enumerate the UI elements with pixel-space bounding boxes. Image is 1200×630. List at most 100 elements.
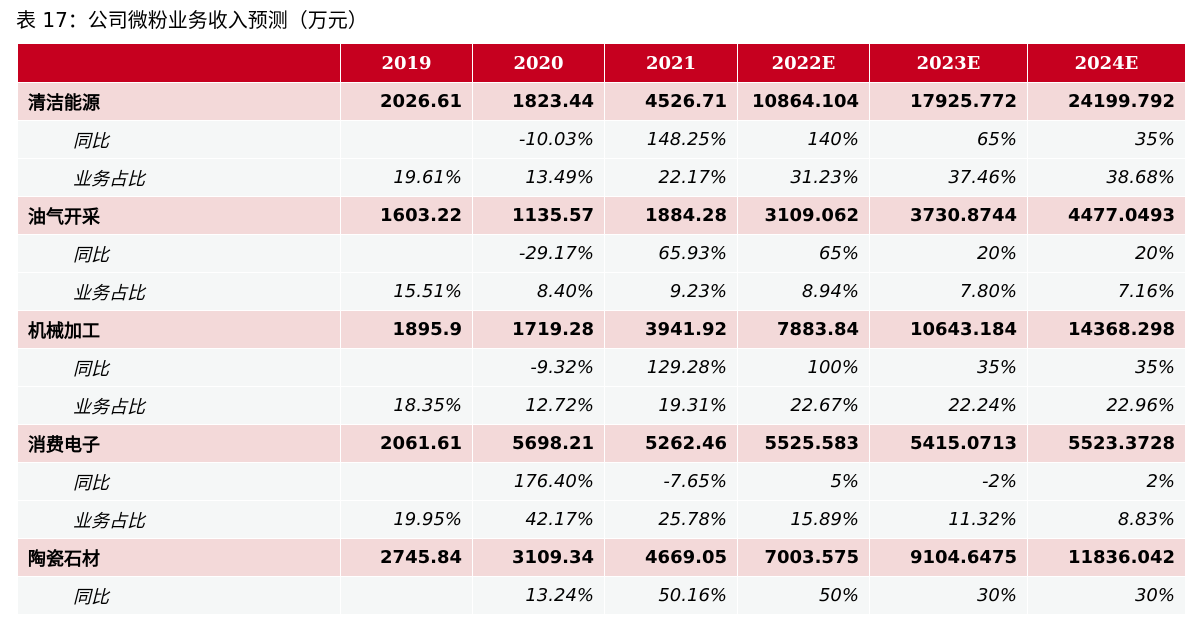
table-cell: 24199.792 — [1027, 82, 1186, 121]
table-cell: 13.24% — [472, 576, 605, 615]
table-cell: 12.72% — [472, 386, 605, 425]
table-row: 业务占比 19.61% 13.49% 22.17% 31.23% 37.46% 38.68% — [17, 158, 1186, 197]
row-label: 油气开采 — [17, 196, 341, 235]
table-row: 业务占比 19.95% 42.17% 25.78% 15.89% 11.32% 8.83% — [17, 500, 1186, 539]
table-cell: 11.32% — [869, 500, 1028, 539]
table-header-row: 2019 2020 2021 2022E 2023E 2024E — [17, 44, 1186, 83]
table-title: 表 17：公司微粉业务收入预测（万元） — [16, 8, 368, 32]
table-cell: 10864.104 — [737, 82, 870, 121]
table-cell: 1884.28 — [604, 196, 738, 235]
table-cell: 15.89% — [737, 500, 870, 539]
table-cell: 19.95% — [340, 500, 473, 539]
table-cell: 8.83% — [1027, 500, 1186, 539]
table-cell: 10643.184 — [869, 310, 1028, 349]
table-cell: 31.23% — [737, 158, 870, 197]
table-cell: 1719.28 — [472, 310, 605, 349]
table-cell: 5698.21 — [472, 424, 605, 463]
table-cell: 176.40% — [472, 462, 605, 501]
table-cell: 15.51% — [340, 272, 473, 311]
table-cell: 5523.3728 — [1027, 424, 1186, 463]
table-cell: 148.25% — [604, 120, 738, 159]
row-label: 业务占比 — [17, 386, 341, 425]
table-cell — [340, 576, 473, 615]
table-cell: 1823.44 — [472, 82, 605, 121]
header-cell-2020: 2020 — [472, 44, 605, 83]
table-cell: 19.31% — [604, 386, 738, 425]
table-cell — [340, 120, 473, 159]
header-cell-label — [17, 44, 341, 83]
table-cell: 38.68% — [1027, 158, 1186, 197]
table-row: 油气开采 1603.22 1135.57 1884.28 3109.062 3730.87… — [17, 196, 1186, 235]
table-cell: -7.65% — [604, 462, 738, 501]
table-cell: 4526.71 — [604, 82, 738, 121]
table-cell: 140% — [737, 120, 870, 159]
table-cell: 7.80% — [869, 272, 1028, 311]
table-cell: 2% — [1027, 462, 1186, 501]
table-cell: 3109.34 — [472, 538, 605, 577]
table-cell: 9104.6475 — [869, 538, 1028, 577]
row-label: 清洁能源 — [17, 82, 341, 121]
table-cell: 25.78% — [604, 500, 738, 539]
row-label: 同比 — [17, 576, 341, 615]
table-cell: 129.28% — [604, 348, 738, 387]
header-cell-2019: 2019 — [340, 44, 473, 83]
table-row: 同比 -9.32% 129.28% 100% 35% 35% — [17, 348, 1186, 387]
table-row: 业务占比 15.51% 8.40% 9.23% 8.94% 7.80% 7.16% — [17, 272, 1186, 311]
table-cell: 19.61% — [340, 158, 473, 197]
table-cell — [340, 348, 473, 387]
table-cell: 30% — [1027, 576, 1186, 615]
row-label: 同比 — [17, 348, 341, 387]
table-cell: 30% — [869, 576, 1028, 615]
table-cell: 22.67% — [737, 386, 870, 425]
table-row: 同比 13.24% 50.16% 50% 30% 30% — [17, 576, 1186, 615]
header-cell-2021: 2021 — [604, 44, 738, 83]
row-label: 机械加工 — [17, 310, 341, 349]
table-cell: 65% — [869, 120, 1028, 159]
table-cell: 3730.8744 — [869, 196, 1028, 235]
header-cell-2024e: 2024E — [1027, 44, 1186, 83]
table-cell: 4669.05 — [604, 538, 738, 577]
table-row: 同比 176.40% -7.65% 5% -2% 2% — [17, 462, 1186, 501]
row-label: 业务占比 — [17, 158, 341, 197]
table-cell: 5415.0713 — [869, 424, 1028, 463]
table-row: 清洁能源 2026.61 1823.44 4526.71 10864.104 17925.… — [17, 82, 1186, 121]
table-cell: 1603.22 — [340, 196, 473, 235]
table-cell: 14368.298 — [1027, 310, 1186, 349]
table-cell — [340, 234, 473, 273]
table-cell: 8.40% — [472, 272, 605, 311]
table-cell: 35% — [1027, 348, 1186, 387]
table-cell: 17925.772 — [869, 82, 1028, 121]
table-cell: 5% — [737, 462, 870, 501]
table-body: 清洁能源 2026.61 1823.44 4526.71 10864.104 17925.… — [17, 82, 1186, 615]
table-cell: 4477.0493 — [1027, 196, 1186, 235]
table-cell: 2026.61 — [340, 82, 473, 121]
row-label: 陶瓷石材 — [17, 538, 341, 577]
table-cell: 100% — [737, 348, 870, 387]
table-cell: 35% — [869, 348, 1028, 387]
table-cell: 5525.583 — [737, 424, 870, 463]
table-cell: 7.16% — [1027, 272, 1186, 311]
table-cell: -29.17% — [472, 234, 605, 273]
table-cell: 7003.575 — [737, 538, 870, 577]
table-cell: 1135.57 — [472, 196, 605, 235]
table-cell: 2745.84 — [340, 538, 473, 577]
row-label: 消费电子 — [17, 424, 341, 463]
header-cell-2022e: 2022E — [737, 44, 870, 83]
table-cell: 3109.062 — [737, 196, 870, 235]
table-cell: 7883.84 — [737, 310, 870, 349]
table-cell: 22.96% — [1027, 386, 1186, 425]
table-row: 同比 -10.03% 148.25% 140% 65% 35% — [17, 120, 1186, 159]
table-cell: 65% — [737, 234, 870, 273]
table-cell: 8.94% — [737, 272, 870, 311]
table-cell: 42.17% — [472, 500, 605, 539]
table-cell: 50% — [737, 576, 870, 615]
table-cell: -2% — [869, 462, 1028, 501]
row-label: 业务占比 — [17, 500, 341, 539]
table-cell: 1895.9 — [340, 310, 473, 349]
table-row: 陶瓷石材 2745.84 3109.34 4669.05 7003.575 9104.64… — [17, 538, 1186, 577]
table-row: 业务占比 18.35% 12.72% 19.31% 22.67% 22.24% 22.96% — [17, 386, 1186, 425]
table-cell: 37.46% — [869, 158, 1028, 197]
table-row: 消费电子 2061.61 5698.21 5262.46 5525.583 5415.07… — [17, 424, 1186, 463]
table-cell: -10.03% — [472, 120, 605, 159]
row-label: 同比 — [17, 120, 341, 159]
